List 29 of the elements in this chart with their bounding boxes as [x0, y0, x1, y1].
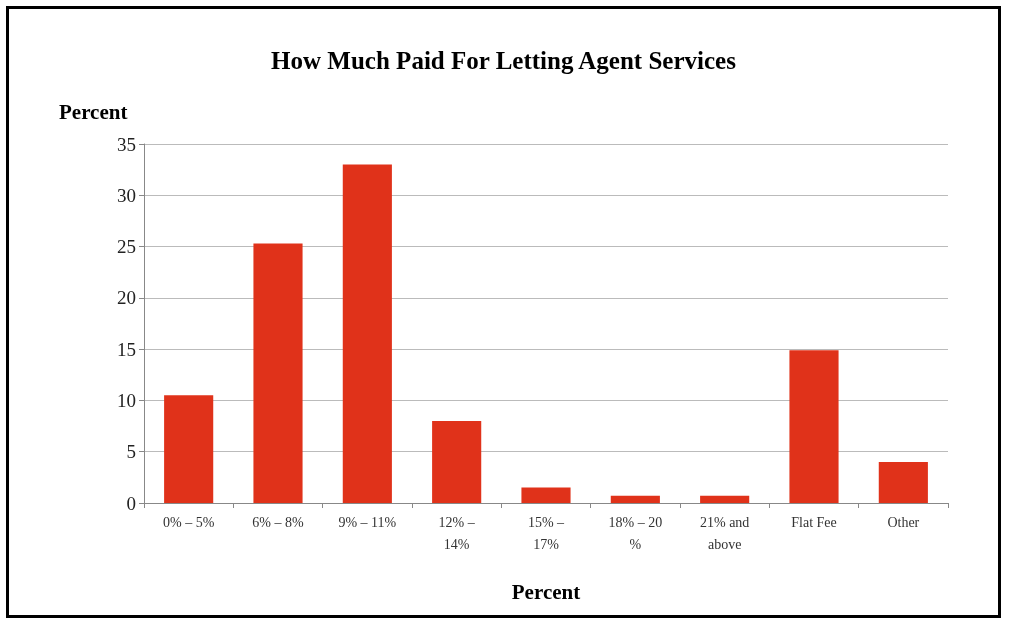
- x-axis-title: Percent: [511, 579, 581, 604]
- bar: [164, 395, 214, 503]
- y-tick-label: 10: [117, 389, 136, 411]
- x-tick-label: Other: [887, 514, 920, 530]
- y-tick-label: 0: [126, 492, 136, 514]
- x-tick-label: Flat Fee: [791, 514, 837, 530]
- x-tick-label: 18% – 20 %: [608, 514, 663, 552]
- y-tick-label: 5: [126, 441, 136, 463]
- bar: [878, 461, 928, 503]
- bar: [700, 495, 750, 503]
- y-tick-label: 35: [117, 133, 136, 155]
- bar: [521, 487, 571, 503]
- bar: [253, 243, 303, 503]
- bar: [342, 164, 392, 503]
- x-tick-label: 15% – 17%: [527, 514, 566, 552]
- y-tick-label: 20: [117, 287, 136, 309]
- x-tick-label: 6% – 8%: [252, 514, 304, 530]
- x-tick-label: 0% – 5%: [163, 514, 215, 530]
- chart-title: How Much Paid For Letting Agent Services: [271, 47, 737, 74]
- y-tick-label: 15: [117, 338, 136, 360]
- y-axis-title: Percent: [59, 99, 128, 124]
- y-tick-label: 25: [117, 236, 136, 258]
- bar: [789, 350, 839, 503]
- bar: [432, 420, 482, 503]
- bar: [610, 495, 660, 503]
- x-tick-label: 12% – 14%: [438, 514, 476, 552]
- y-tick-label: 30: [117, 184, 136, 206]
- x-tick-label: 21% and above: [699, 514, 750, 552]
- x-tick-label: 9% – 11%: [338, 514, 397, 530]
